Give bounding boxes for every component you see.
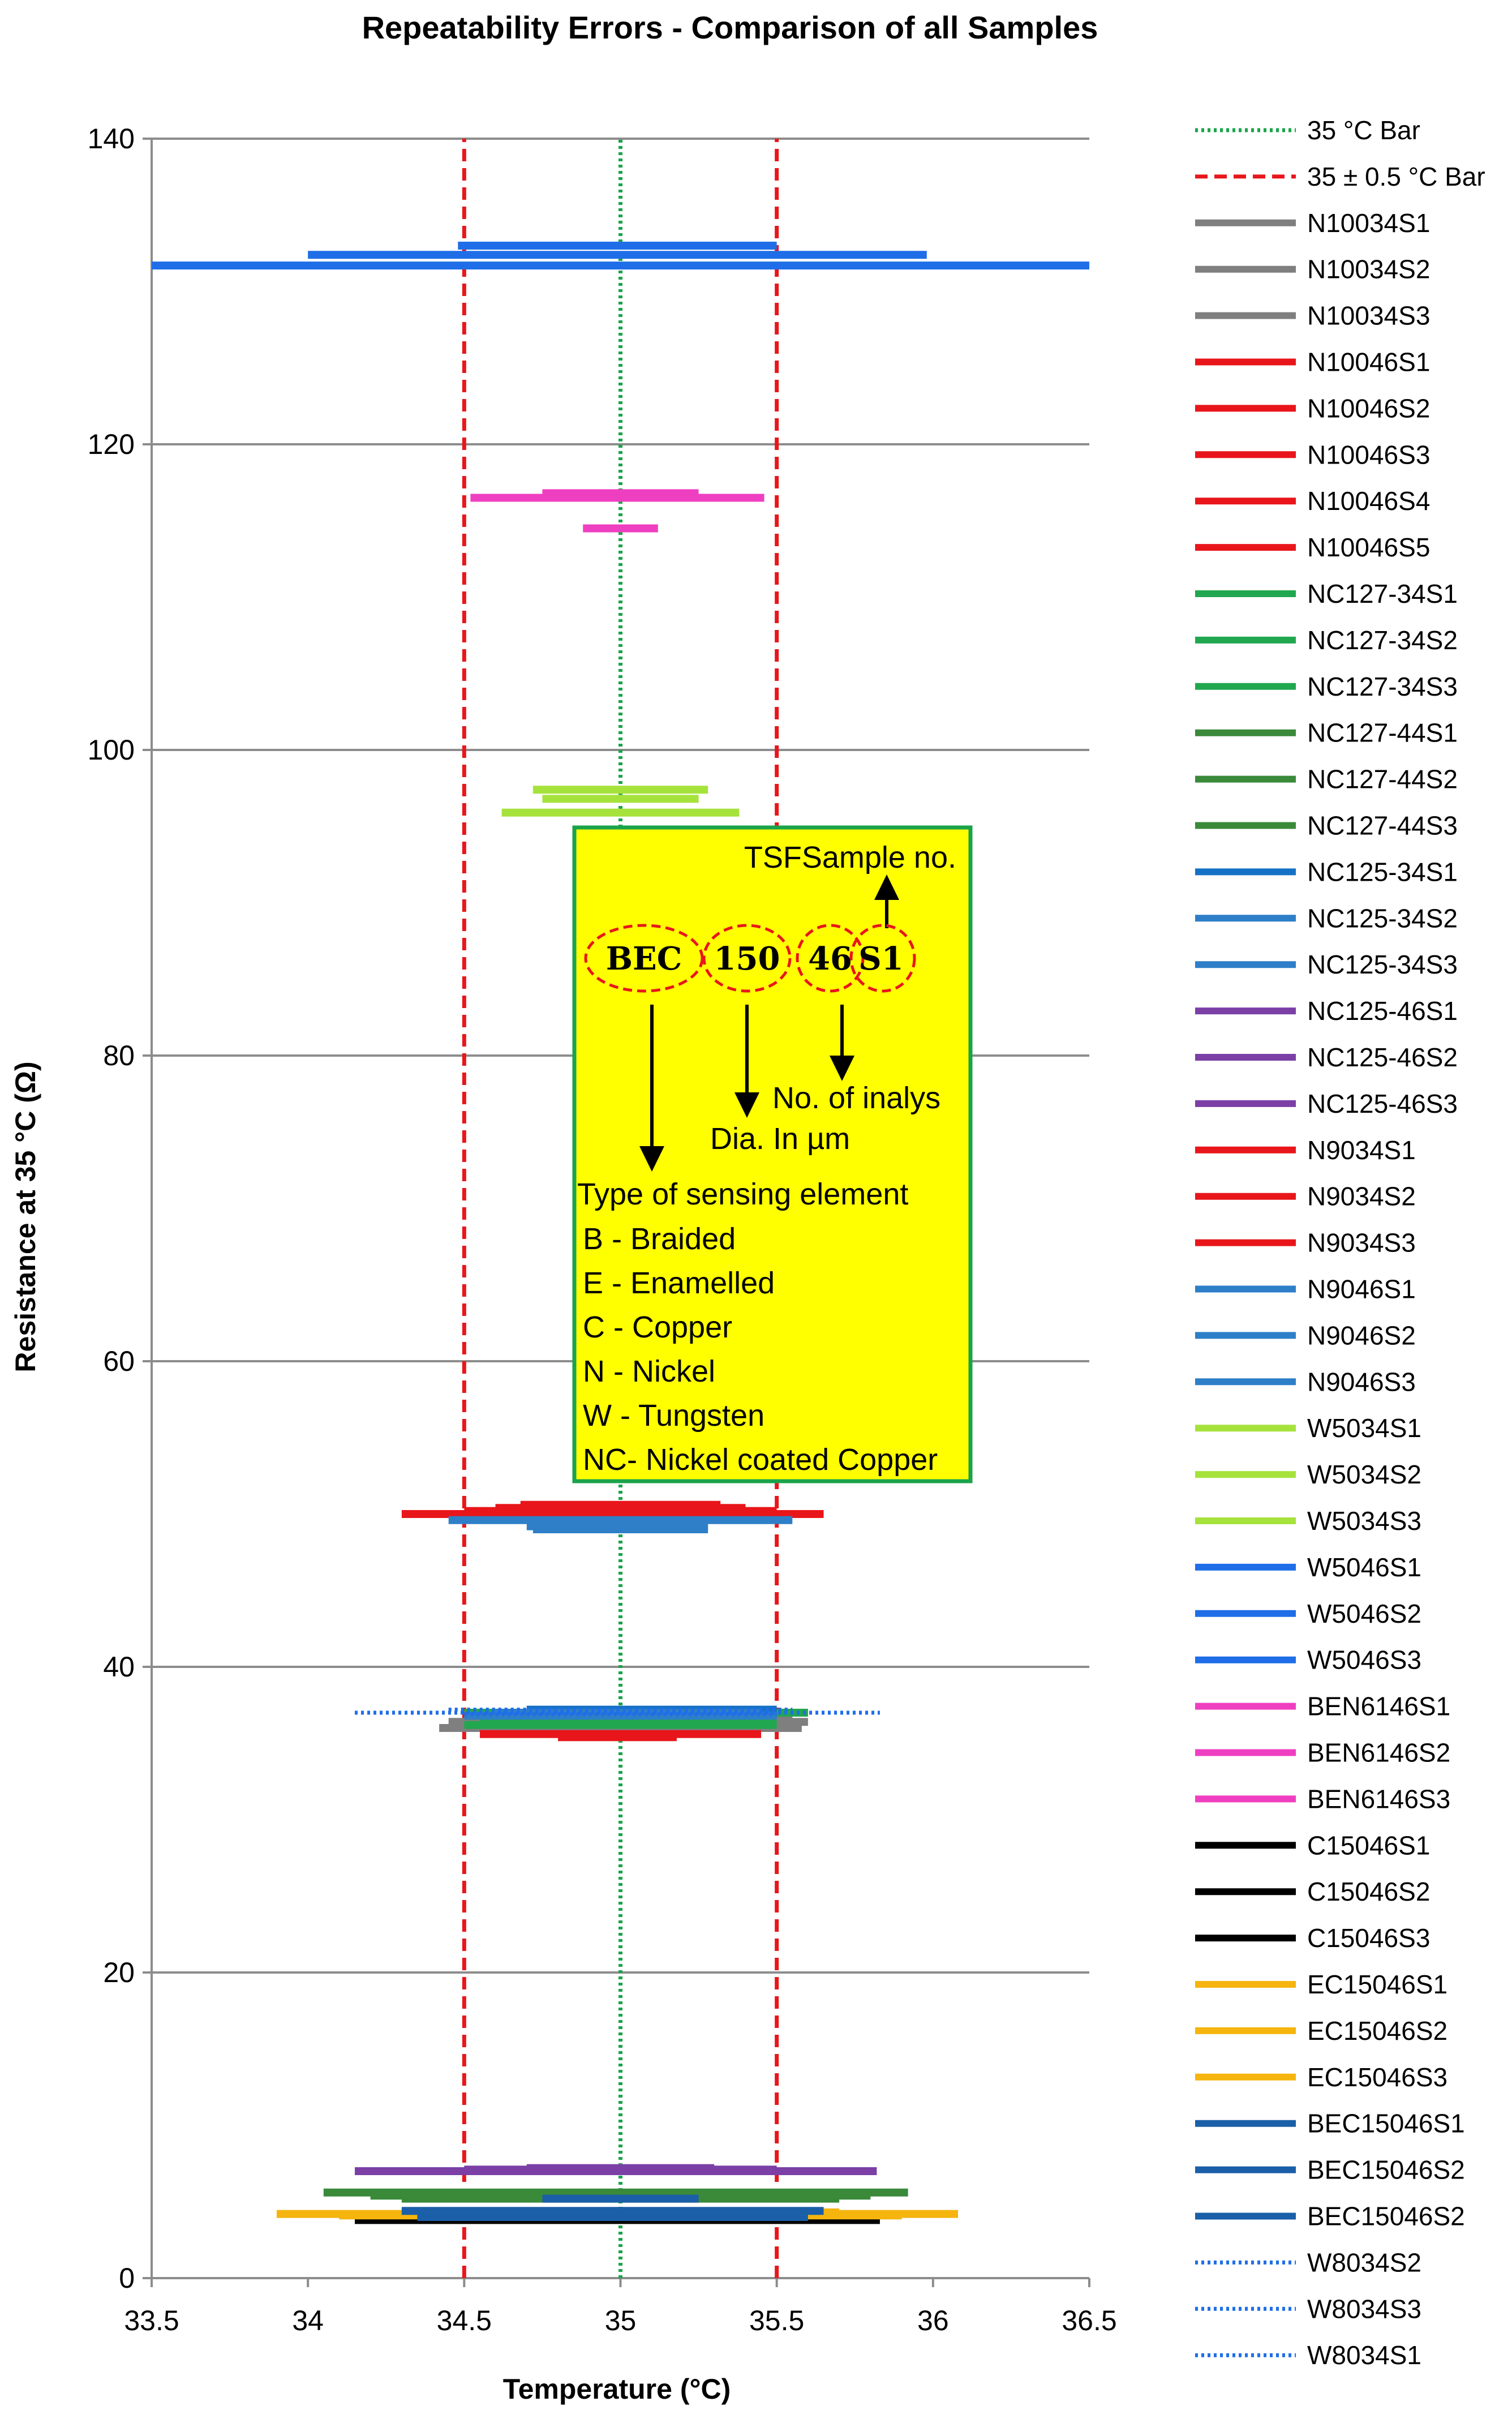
annotation-box: TSFSample no. BEC 150 46 S1 No. of inaly… xyxy=(572,825,973,1483)
annotation-tungsten: W - Tungsten xyxy=(583,1399,764,1433)
legend-label: W5034S1 xyxy=(1307,1413,1421,1443)
legend-label: NC125-34S1 xyxy=(1307,857,1458,886)
legend-label: W8034S1 xyxy=(1307,2340,1421,2370)
legend-label: W8034S3 xyxy=(1307,2294,1421,2323)
legend-label: NC127-34S2 xyxy=(1307,625,1458,655)
annotation-dia-label: Dia. In µm xyxy=(710,1122,850,1156)
legend-label: N9046S3 xyxy=(1307,1367,1416,1396)
legend-label: 35 °C Bar xyxy=(1307,115,1420,145)
annotation-copper: C - Copper xyxy=(583,1310,732,1344)
annotation-type-label: Type of sensing element xyxy=(577,1177,908,1211)
x-axis-title: Temperature (°C) xyxy=(503,2373,731,2405)
x-tick-label: 35.5 xyxy=(749,2305,804,2336)
code-s1-ring xyxy=(849,924,916,993)
annotation-enamelled: E - Enamelled xyxy=(583,1266,775,1300)
arrow-type-head xyxy=(639,1146,664,1172)
code-bec-ring xyxy=(584,924,704,993)
legend-label: N10034S1 xyxy=(1307,208,1430,238)
legend-label: W5034S3 xyxy=(1307,1506,1421,1536)
legend-label: BEC15046S1 xyxy=(1307,2109,1465,2138)
annotation-tsf-label: TSFSample no. xyxy=(744,841,956,874)
legend-label: N10046S4 xyxy=(1307,486,1430,516)
y-tick-label: 0 xyxy=(119,2262,135,2294)
legend-label: W5046S2 xyxy=(1307,1599,1421,1628)
legend-label: NC127-44S3 xyxy=(1307,811,1458,841)
y-tick-label: 120 xyxy=(88,428,135,460)
legend-label: NC125-46S2 xyxy=(1307,1043,1458,1072)
legend-label: NC127-44S1 xyxy=(1307,718,1458,748)
annotation-nickel-coated-copper: NC- Nickel coated Copper xyxy=(583,1443,938,1477)
legend-label: NC127-34S3 xyxy=(1307,672,1458,701)
legend-label: W8034S2 xyxy=(1307,2248,1421,2277)
legend-label: N9034S2 xyxy=(1307,1182,1416,1211)
legend-label: EC15046S1 xyxy=(1307,1970,1447,1999)
legend-label: N10046S3 xyxy=(1307,440,1430,469)
legend-label: N10046S1 xyxy=(1307,348,1430,377)
arrow-sample-no-head xyxy=(874,874,899,900)
legend-label: NC127-34S1 xyxy=(1307,579,1458,608)
legend-label: W5046S1 xyxy=(1307,1553,1421,1582)
annotation-nickel: N - Nickel xyxy=(583,1354,715,1388)
axis-ticks: 0 20 40 60 80 100 120 140 33.5 34 34.5 35 35.5 36 36.5 xyxy=(88,123,1117,2336)
arrow-inalys-head xyxy=(830,1056,854,1081)
legend-label: N10046S5 xyxy=(1307,533,1430,562)
annotation-braided: B - Braided xyxy=(583,1222,736,1256)
x-tick-label: 34 xyxy=(292,2305,324,2336)
legend-label: NC125-34S2 xyxy=(1307,903,1458,933)
y-tick-label: 20 xyxy=(103,1957,135,1988)
y-axis-title: Resistance at 35 °C (Ω) xyxy=(10,1061,41,1372)
legend-label: N9046S1 xyxy=(1307,1275,1416,1304)
legend-label: W5034S2 xyxy=(1307,1460,1421,1489)
legend-label: N10046S2 xyxy=(1307,393,1430,423)
legend-label: NC125-34S3 xyxy=(1307,950,1458,979)
x-tick-label: 36.5 xyxy=(1062,2305,1116,2336)
legend: 35 °C Bar 35 ± 0.5 °C Bar N10034S1 N10034S2… xyxy=(1195,115,1485,2370)
legend-label: BEN6146S3 xyxy=(1307,1784,1450,1813)
y-tick-label: 40 xyxy=(103,1651,135,1683)
code-46-ring xyxy=(796,924,865,993)
legend-label: BEC15046S2 xyxy=(1307,2155,1465,2185)
legend-label: W5046S3 xyxy=(1307,1645,1421,1675)
legend-label: EC15046S3 xyxy=(1307,2062,1447,2092)
x-tick-label: 35 xyxy=(605,2305,637,2336)
legend-label: N10034S3 xyxy=(1307,301,1430,331)
annotation-inalys-label: No. of inalys xyxy=(772,1081,940,1115)
legend-label: N10034S2 xyxy=(1307,255,1430,284)
legend-label: N9034S1 xyxy=(1307,1135,1416,1165)
code-150-ring xyxy=(702,924,792,993)
chart-title: Repeatability Errors - Comparison of all… xyxy=(362,10,1098,45)
legend-label: BEN6146S2 xyxy=(1307,1738,1450,1768)
y-tick-label: 100 xyxy=(88,734,135,766)
legend-label: BEC15046S2 xyxy=(1307,2202,1465,2231)
legend-label: BEN6146S1 xyxy=(1307,1692,1450,1721)
code-part-46: 46 xyxy=(808,940,852,977)
legend-label: 35 ± 0.5 °C Bar xyxy=(1307,162,1485,191)
code-part-s1: S1 xyxy=(858,940,903,977)
y-tick-label: 80 xyxy=(103,1040,135,1071)
legend-label: NC125-46S3 xyxy=(1307,1089,1458,1118)
legend-label: C15046S1 xyxy=(1307,1830,1430,1860)
y-tick-label: 140 xyxy=(88,123,135,155)
x-tick-label: 34.5 xyxy=(437,2305,492,2336)
x-tick-label: 36 xyxy=(917,2305,949,2336)
x-tick-label: 33.5 xyxy=(124,2305,179,2336)
legend-label: NC125-46S1 xyxy=(1307,996,1458,1026)
arrow-dia-head xyxy=(734,1092,759,1118)
legend-label: EC15046S2 xyxy=(1307,2016,1447,2046)
y-tick-label: 60 xyxy=(103,1345,135,1377)
annotation-background xyxy=(572,825,973,1483)
legend-label: C15046S3 xyxy=(1307,1923,1430,1953)
code-part-150: 150 xyxy=(714,940,780,977)
code-part-bec: BEC xyxy=(606,940,682,977)
legend-label: N9046S2 xyxy=(1307,1320,1416,1350)
legend-label: C15046S2 xyxy=(1307,1877,1430,1906)
legend-label: N9034S3 xyxy=(1307,1228,1416,1258)
legend-label: NC127-44S2 xyxy=(1307,765,1458,794)
